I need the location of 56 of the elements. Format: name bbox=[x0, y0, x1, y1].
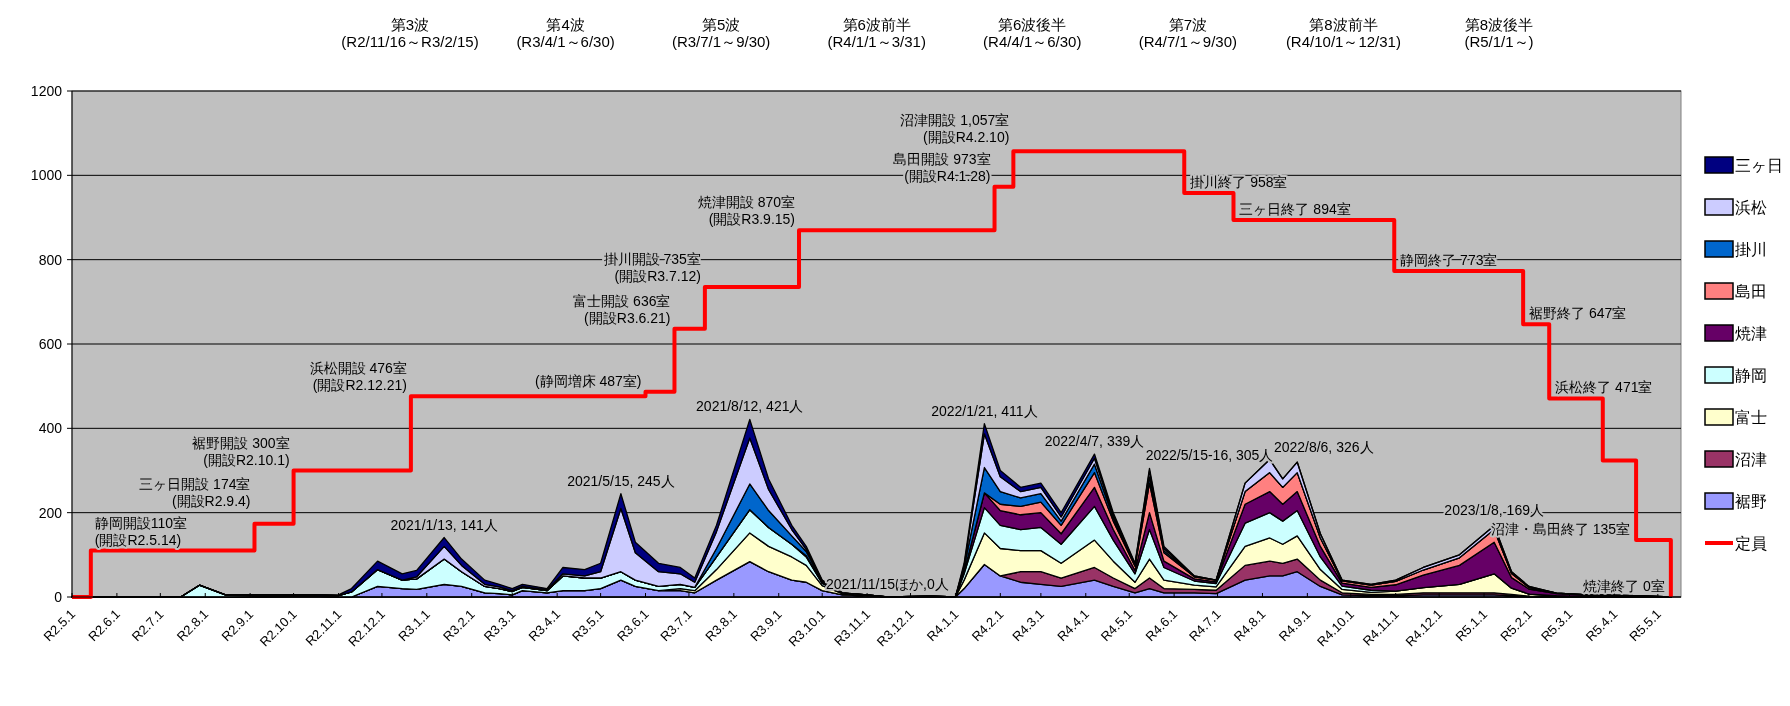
legend-三ヶ日: 三ヶ日 bbox=[1704, 156, 1783, 174]
y-tick-label: 600 bbox=[38, 336, 63, 352]
y-tick-label: 200 bbox=[38, 504, 63, 521]
text: 第5波 (R3/7/1～9/30) bbox=[671, 16, 771, 50]
legend-島田: 島田 bbox=[1704, 282, 1767, 300]
annotation: 焼津開設 870室 (開設R3.9.15) bbox=[697, 194, 796, 228]
annotation: 掛川終了 958室 bbox=[1190, 174, 1288, 191]
legend-掛川: 掛川 bbox=[1704, 240, 1767, 258]
legend-label: 沼津 bbox=[1735, 451, 1767, 468]
text: 第6波後半 (R4/4/1～6/30) bbox=[983, 16, 1082, 50]
annotation: 富士開設 636室 (開設R3.6.21) bbox=[573, 292, 671, 326]
y-tick-label: 0 bbox=[54, 589, 63, 605]
text: 第8波後半 (R5/1/1～) bbox=[1464, 16, 1534, 50]
legend-label: 掛川 bbox=[1735, 241, 1767, 258]
text: 第4波 (R3/4/1～6/30) bbox=[516, 16, 615, 50]
annotation: 焼津終了 0室 bbox=[1583, 578, 1665, 594]
legend-label: 定員 bbox=[1735, 535, 1767, 552]
text: 第8波前半 (R4/10/1～12/31) bbox=[1285, 16, 1401, 50]
annotation: 浜松終了 471室 bbox=[1555, 379, 1653, 396]
legend-label: 三ヶ日 bbox=[1735, 157, 1783, 174]
annotation: 2022/5/15-16, 305人 bbox=[1145, 447, 1274, 464]
annotation: 2022/4/7, 339人 bbox=[1044, 433, 1145, 450]
legend-label: 島田 bbox=[1735, 283, 1767, 300]
legend-浜松: 浜松 bbox=[1704, 198, 1767, 216]
annotation: (静岡増床 487室) bbox=[534, 372, 642, 389]
text: 第3波 (R2/11/16～R3/2/15) bbox=[341, 16, 479, 50]
legend-label: 静岡 bbox=[1735, 367, 1767, 384]
legend-静岡: 静岡 bbox=[1704, 366, 1767, 384]
legend-label: 裾野 bbox=[1735, 493, 1767, 510]
legend-富士: 富士 bbox=[1704, 408, 1767, 426]
legend-label: 焼津 bbox=[1735, 325, 1767, 342]
legend-焼津: 焼津 bbox=[1704, 324, 1767, 342]
annotation: 2021/1/13, 141人 bbox=[390, 516, 498, 533]
annotation: 静岡開設110室 (開設R2.5.14) bbox=[94, 514, 188, 548]
annotation: 三ヶ日終了 894室 bbox=[1239, 201, 1351, 218]
text: 第7波 (R4/7/1～9/30) bbox=[1138, 16, 1238, 50]
annotation: 三ヶ日開設 174室 (開設R2.9.4) bbox=[139, 475, 251, 509]
annotation: 裾野開設 300室 (開設R2.10.1) bbox=[192, 434, 290, 468]
y-tick-label: 800 bbox=[38, 251, 63, 268]
annotation: 2022/8/6, 326人 bbox=[1273, 438, 1374, 455]
legend-沼津: 沼津 bbox=[1704, 450, 1767, 468]
annotation: 2021/8/12, 421人 bbox=[696, 398, 804, 415]
annotation: 浜松開設 476室 (開設R2.12.21) bbox=[309, 360, 407, 394]
y-tick-label: 1000 bbox=[30, 167, 63, 184]
annotation: 2022/1/21, 411人 bbox=[931, 402, 1038, 419]
y-tick-label: 400 bbox=[38, 420, 63, 437]
legend-定員: 定員 bbox=[1705, 535, 1767, 552]
annotation: 2021/11/15ほか,0人 bbox=[826, 576, 949, 592]
text: 第6波前半 (R4/1/1～3/31) bbox=[827, 16, 926, 50]
y-tick-label: 1200 bbox=[30, 83, 63, 99]
legend-label: 富士 bbox=[1735, 409, 1767, 426]
annotation: 2021/5/15, 245人 bbox=[567, 472, 675, 489]
annotation: 裾野終了 647室 bbox=[1529, 305, 1627, 322]
legend-裾野: 裾野 bbox=[1704, 492, 1767, 510]
annotation: 沼津開設 1,057室 (開設R4.2.10) bbox=[900, 112, 1010, 146]
legend-label: 浜松 bbox=[1735, 199, 1767, 216]
